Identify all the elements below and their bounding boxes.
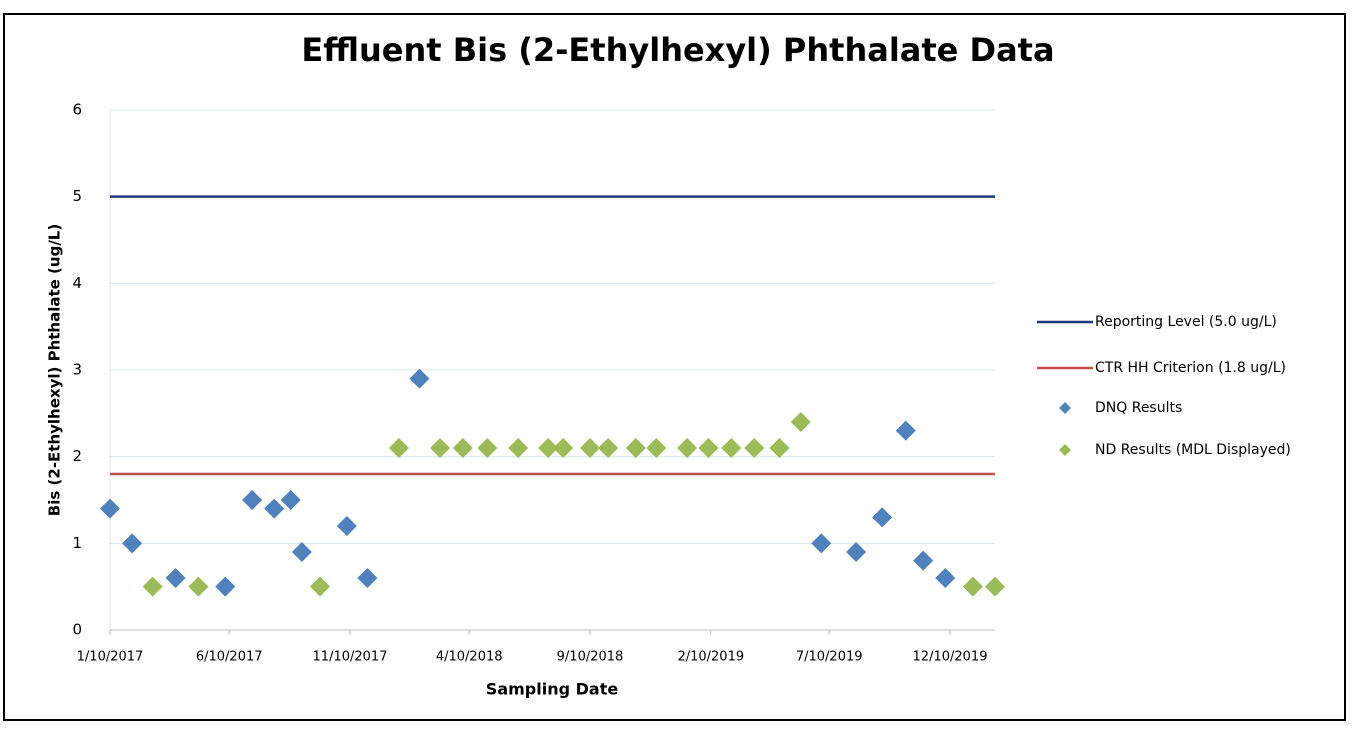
chart-frame [3, 13, 1346, 721]
data-point [721, 438, 742, 458]
data-point [388, 438, 409, 458]
data-point [291, 542, 312, 562]
data-point [769, 438, 790, 458]
data-point [215, 576, 236, 597]
data-point [188, 576, 209, 597]
data-point [357, 568, 378, 588]
data-point [625, 438, 646, 458]
data-point [895, 420, 916, 441]
data-point [122, 533, 143, 554]
x-tick-label: 9/10/2018 [557, 650, 624, 665]
x-tick-label: 1/10/2017 [77, 650, 144, 665]
data-point [962, 576, 983, 597]
data-point [310, 576, 330, 597]
data-point [280, 490, 301, 510]
data-point [985, 576, 1005, 597]
legend-swatch [1059, 444, 1071, 456]
data-point [790, 412, 811, 432]
data-point [744, 438, 765, 458]
legend-label: Reporting Level (5.0 ug/L) [1095, 314, 1277, 330]
data-point [598, 438, 619, 458]
y-tick-label: 6 [72, 101, 82, 119]
data-point [409, 368, 430, 389]
data-point [646, 438, 667, 458]
x-tick-label: 2/10/2019 [677, 650, 744, 665]
legend-label: CTR HH Criterion (1.8 ug/L) [1095, 360, 1286, 376]
data-point [811, 533, 832, 554]
data-point [913, 550, 934, 571]
data-point [477, 438, 498, 458]
x-tick-label: 12/10/2019 [913, 650, 988, 665]
data-point [872, 507, 893, 528]
data-point [538, 438, 559, 458]
data-point [508, 438, 529, 458]
x-tick-label: 6/10/2017 [196, 650, 263, 665]
y-tick-label: 4 [72, 274, 82, 292]
data-point [580, 438, 600, 458]
data-point [677, 438, 698, 458]
data-point [242, 490, 263, 510]
legend-label: ND Results (MDL Displayed) [1095, 442, 1291, 458]
chart-title: Effluent Bis (2-Ethylhexyl) Phthalate Da… [301, 31, 1054, 69]
data-point [100, 498, 120, 519]
data-point [935, 568, 956, 588]
data-point [165, 568, 186, 588]
data-point [264, 498, 285, 519]
data-point [142, 576, 163, 597]
data-point [553, 438, 574, 458]
data-point [846, 542, 867, 562]
y-tick-label: 5 [72, 187, 82, 205]
x-tick-label: 11/10/2017 [313, 650, 388, 665]
data-point [452, 438, 473, 458]
legend-swatch [1059, 402, 1071, 414]
data-point [698, 438, 719, 458]
data-point [336, 516, 357, 536]
data-point [430, 438, 450, 458]
x-axis-label: Sampling Date [486, 680, 619, 699]
x-tick-label: 4/10/2018 [436, 650, 503, 665]
y-tick-label: 2 [72, 447, 82, 465]
y-tick-label: 1 [72, 534, 82, 552]
y-tick-label: 3 [72, 361, 82, 379]
legend-label: DNQ Results [1095, 400, 1182, 416]
y-tick-label: 0 [72, 621, 82, 639]
x-tick-label: 7/10/2019 [796, 650, 863, 665]
y-axis-label: Bis (2-Ethylhexyl) Phthalate (ug/L) [46, 224, 64, 516]
